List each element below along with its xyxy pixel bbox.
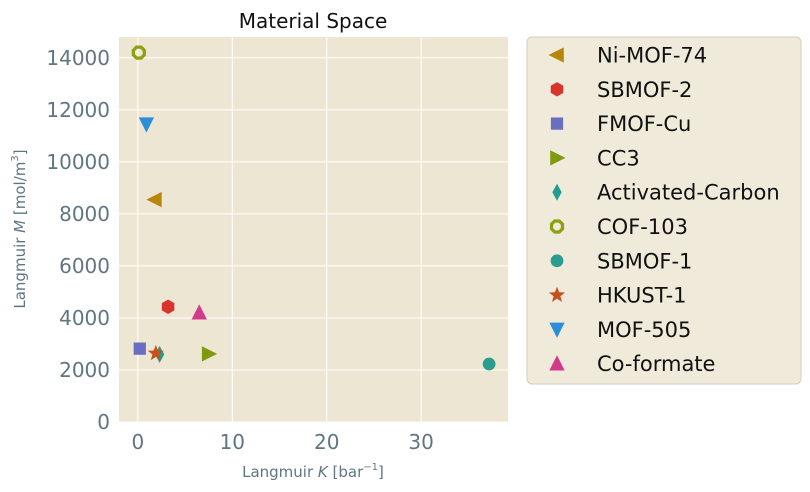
legend-label: COF-103: [597, 215, 688, 239]
marker-cc3: [201, 346, 218, 362]
legend-marker-fmof-cu: [550, 117, 564, 130]
legend-item-activated-carbon: Activated-Carbon: [552, 181, 780, 205]
y-tick-label: 12000: [46, 98, 110, 122]
data-markers: [131, 45, 496, 371]
legend-marker-mof-505: [549, 322, 565, 338]
y-axis-label: Langmuir M [mol/m3]: [10, 149, 29, 308]
legend-label: Co-formate: [597, 352, 715, 376]
y-tick-label: 2000: [59, 358, 110, 382]
legend-item-sbmof-1: SBMOF-1: [550, 249, 692, 273]
legend-marker-hkust-1: [548, 286, 566, 302]
legend-label: SBMOF-2: [597, 78, 692, 102]
legend-label: FMOF-Cu: [597, 112, 691, 136]
legend-marker-co-formate: [549, 355, 565, 371]
x-tick-labels: 0 10 20 30: [132, 430, 434, 454]
x-tick-label: 10: [220, 430, 245, 454]
x-tick-label: 30: [408, 430, 433, 454]
marker-co-formate: [191, 304, 207, 320]
legend-label: Ni-MOF-74: [597, 44, 707, 68]
legend-label: CC3: [597, 146, 640, 170]
marker-ni-mof-74: [146, 191, 162, 208]
legend: Ni-MOF-74 SBMOF-2 FMOF-Cu CC3 Activated-Carb…: [548, 44, 780, 376]
grid-lines: [119, 37, 508, 423]
marker-mof-505: [138, 117, 155, 133]
y-tick-label: 0: [97, 410, 110, 434]
legend-item-mof-505: MOF-505: [549, 318, 691, 342]
marker-activated-carbon: [154, 345, 165, 363]
marker-sbmof-1: [482, 357, 496, 371]
legend-item-cc3: CC3: [550, 146, 640, 170]
legend-marker-cof-103: [549, 219, 565, 234]
y-tick-label: 8000: [59, 202, 110, 226]
legend-marker-ni-mof-74: [548, 47, 564, 63]
legend-item-sbmof-2: SBMOF-2: [550, 78, 692, 102]
legend-item-fmof-cu: FMOF-Cu: [550, 112, 691, 136]
y-tick-label: 4000: [59, 306, 110, 330]
y-tick-label: 10000: [46, 150, 110, 174]
legend-label: MOF-505: [597, 318, 691, 342]
x-tick-label: 20: [314, 430, 339, 454]
marker-cof-103: [131, 45, 146, 60]
legend-label: SBMOF-1: [597, 249, 692, 273]
legend-label: HKUST-1: [597, 284, 687, 308]
y-tick-labels: 0 2000 4000 6000 8000 10000 12000 14000: [46, 46, 110, 434]
legend-marker-sbmof-2: [550, 82, 564, 97]
legend-item-co-formate: Co-formate: [549, 352, 715, 376]
marker-sbmof-2: [161, 299, 175, 314]
legend-label: Activated-Carbon: [597, 181, 780, 205]
legend-marker-sbmof-1: [550, 254, 564, 268]
marker-fmof-cu: [133, 342, 146, 355]
plot-background: [119, 37, 508, 422]
y-tick-label: 14000: [46, 46, 110, 70]
legend-marker-activated-carbon: [552, 183, 562, 201]
chart-title: Material Space: [239, 9, 388, 33]
legend-item-ni-mof-74: Ni-MOF-74: [548, 44, 707, 68]
legend-item-cof-103: COF-103: [549, 215, 688, 239]
legend-item-hkust-1: HKUST-1: [548, 284, 687, 308]
x-axis-label: Langmuir K [bar−1]: [242, 462, 384, 481]
marker-hkust-1: [147, 344, 164, 361]
y-tick-label: 6000: [59, 254, 110, 278]
legend-box: [526, 36, 802, 385]
x-tick-label: 0: [132, 430, 145, 454]
legend-marker-cc3: [550, 150, 566, 166]
